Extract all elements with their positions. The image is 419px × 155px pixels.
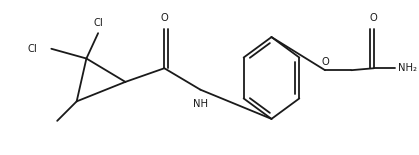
- Text: NH: NH: [193, 99, 208, 109]
- Text: NH₂: NH₂: [398, 63, 417, 73]
- Text: Cl: Cl: [28, 44, 38, 54]
- Text: O: O: [321, 57, 329, 67]
- Text: O: O: [370, 13, 378, 23]
- Text: Cl: Cl: [93, 18, 103, 28]
- Text: O: O: [160, 13, 168, 23]
